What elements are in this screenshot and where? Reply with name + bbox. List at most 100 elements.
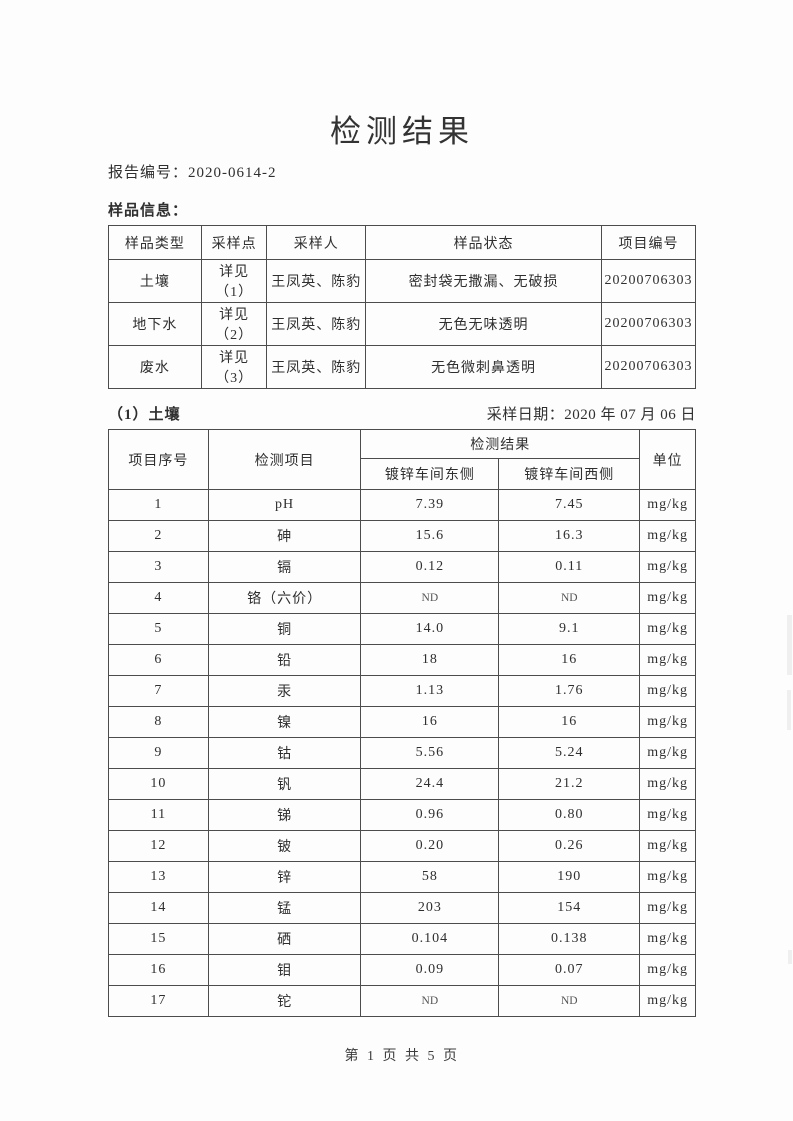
table-row: 8 镍 16 16 mg/kg xyxy=(108,706,696,739)
cell-unit: mg/kg xyxy=(639,768,696,801)
cell-unit: mg/kg xyxy=(639,830,696,863)
cell-unit: mg/kg xyxy=(639,892,696,925)
soil-section-heading: （1）土壤 xyxy=(108,407,181,424)
cell-test-item: 铜 xyxy=(207,613,362,646)
col-header-project-no: 项目编号 xyxy=(601,225,696,261)
cell-sampler: 王凤英、陈豹 xyxy=(266,302,367,347)
cell-sampler: 王凤英、陈豹 xyxy=(266,259,367,304)
cell-seq-no: 11 xyxy=(108,799,209,832)
report-number-label: 报告编号： xyxy=(108,165,189,182)
cell-west-value: 1.76 xyxy=(498,675,641,708)
cell-test-item: 锑 xyxy=(207,799,362,832)
cell-west-value: 0.26 xyxy=(498,830,641,863)
cell-sampling-point: 详见（2） xyxy=(200,302,268,347)
cell-unit: mg/kg xyxy=(639,923,696,956)
cell-east-value: 0.104 xyxy=(360,923,500,956)
cell-test-item: 铊 xyxy=(207,985,362,1018)
scan-artifact xyxy=(787,690,791,730)
cell-east-value: 18 xyxy=(360,644,500,677)
table-row: 10 钒 24.4 21.2 mg/kg xyxy=(108,768,696,801)
cell-test-item: 镉 xyxy=(207,551,362,584)
cell-test-item: 砷 xyxy=(207,520,362,553)
cell-unit: mg/kg xyxy=(639,613,696,646)
cell-west-value: 21.2 xyxy=(498,768,641,801)
table-row: 3 镉 0.12 0.11 mg/kg xyxy=(108,551,696,584)
cell-unit: mg/kg xyxy=(639,644,696,677)
soil-section-line: （1）土壤 采样日期：2020 年 07 月 06 日 xyxy=(108,403,696,424)
cell-east-value: 0.96 xyxy=(360,799,500,832)
cell-unit: mg/kg xyxy=(639,799,696,832)
cell-sampler: 王凤英、陈豹 xyxy=(266,345,367,390)
cell-seq-no: 17 xyxy=(108,985,209,1018)
cell-west-value: ND xyxy=(498,985,641,1018)
cell-west-value: 0.138 xyxy=(498,923,641,956)
cell-seq-no: 3 xyxy=(108,551,209,584)
cell-sample-status: 无色无味透明 xyxy=(365,302,603,347)
table-row: 14 锰 203 154 mg/kg xyxy=(108,892,696,925)
cell-test-item: 铅 xyxy=(207,644,362,677)
cell-seq-no: 10 xyxy=(108,768,209,801)
col-header-seq-no: 项目序号 xyxy=(108,429,209,491)
cell-east-value: 203 xyxy=(360,892,500,925)
cell-seq-no: 14 xyxy=(108,892,209,925)
cell-west-value: 5.24 xyxy=(498,737,641,770)
page-number-footer: 第 1 页 共 5 页 xyxy=(344,1049,460,1065)
cell-west-value: 190 xyxy=(498,861,641,894)
cell-east-value: 1.13 xyxy=(360,675,500,708)
cell-west-value: 16.3 xyxy=(498,520,641,553)
col-header-sampler: 采样人 xyxy=(266,225,367,261)
table-row: 7 汞 1.13 1.76 mg/kg xyxy=(108,675,696,708)
cell-unit: mg/kg xyxy=(639,520,696,553)
cell-east-value: ND xyxy=(360,582,500,615)
cell-test-item: 锌 xyxy=(207,861,362,894)
table-row: 11 锑 0.96 0.80 mg/kg xyxy=(108,799,696,832)
table-row: 4 铬（六价） ND ND mg/kg xyxy=(108,582,696,615)
sampling-date: 采样日期：2020 年 07 月 06 日 xyxy=(486,407,696,424)
cell-east-value: 0.09 xyxy=(360,954,500,987)
cell-west-value: 0.80 xyxy=(498,799,641,832)
cell-unit: mg/kg xyxy=(639,954,696,987)
cell-west-value: 154 xyxy=(498,892,641,925)
cell-seq-no: 9 xyxy=(108,737,209,770)
cell-east-value: 24.4 xyxy=(360,768,500,801)
cell-sample-status: 无色微刺鼻透明 xyxy=(365,345,603,390)
cell-test-item: 镍 xyxy=(207,706,362,739)
col-header-unit: 单位 xyxy=(639,429,696,491)
col-header-west-side: 镀锌车间西侧 xyxy=(498,458,641,491)
cell-east-value: ND xyxy=(360,985,500,1018)
cell-east-value: 14.0 xyxy=(360,613,500,646)
table-row: 17 铊 ND ND mg/kg xyxy=(108,985,696,1018)
cell-east-value: 15.6 xyxy=(360,520,500,553)
table-row: 土壤 详见（1） 王凤英、陈豹 密封袋无撒漏、无破损 20200706303 xyxy=(108,259,696,304)
page-title: 检测结果 xyxy=(330,114,474,149)
table-row: 9 钴 5.56 5.24 mg/kg xyxy=(108,737,696,770)
cell-seq-no: 1 xyxy=(108,489,209,522)
table-header-row: 项目序号 检测项目 检测结果 单位 xyxy=(108,429,696,491)
cell-east-value: 0.20 xyxy=(360,830,500,863)
table-row: 13 锌 58 190 mg/kg xyxy=(108,861,696,894)
table-row: 12 铍 0.20 0.26 mg/kg xyxy=(108,830,696,863)
cell-unit: mg/kg xyxy=(639,985,696,1018)
table-row: 废水 详见（3） 王凤英、陈豹 无色微刺鼻透明 20200706303 xyxy=(108,345,696,390)
col-header-test-results: 检测结果 xyxy=(360,429,641,460)
cell-unit: mg/kg xyxy=(639,582,696,615)
cell-unit: mg/kg xyxy=(639,489,696,522)
cell-west-value: 7.45 xyxy=(498,489,641,522)
cell-seq-no: 16 xyxy=(108,954,209,987)
soil-results-table: 项目序号 检测项目 检测结果 单位 镀锌车间东侧 镀锌车间西侧 1 pH 7.3… xyxy=(108,429,696,1018)
scan-artifact xyxy=(788,950,792,964)
col-header-east-side: 镀锌车间东侧 xyxy=(360,458,500,491)
cell-west-value: ND xyxy=(498,582,641,615)
cell-unit: mg/kg xyxy=(639,675,696,708)
cell-east-value: 5.56 xyxy=(360,737,500,770)
cell-seq-no: 7 xyxy=(108,675,209,708)
sample-info-heading: 样品信息： xyxy=(108,203,189,220)
cell-sample-type: 地下水 xyxy=(108,302,202,347)
cell-seq-no: 13 xyxy=(108,861,209,894)
table-row: 5 铜 14.0 9.1 mg/kg xyxy=(108,613,696,646)
cell-seq-no: 5 xyxy=(108,613,209,646)
cell-seq-no: 4 xyxy=(108,582,209,615)
cell-test-item: 铍 xyxy=(207,830,362,863)
table-row: 1 pH 7.39 7.45 mg/kg xyxy=(108,489,696,522)
